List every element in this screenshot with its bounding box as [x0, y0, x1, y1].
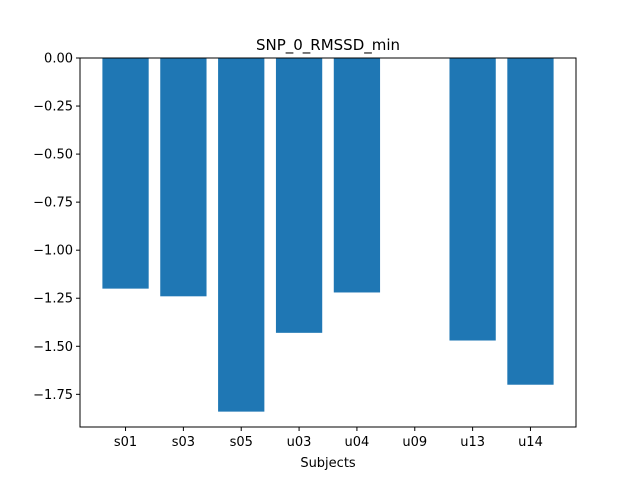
x-tick-label: u13 — [460, 435, 485, 450]
y-tick-label: −0.75 — [33, 196, 73, 211]
y-tick-label: −0.50 — [33, 148, 73, 163]
chart-title: SNP_0_RMSSD_min — [256, 36, 400, 55]
y-tick-label: 0.00 — [44, 52, 73, 67]
plot-frame — [79, 57, 577, 428]
bar-u13 — [449, 58, 496, 341]
y-tick-label: −1.00 — [33, 244, 73, 259]
x-tick-label: u03 — [287, 435, 312, 450]
x-tick-label: u04 — [345, 435, 370, 450]
y-tick-label: −1.75 — [33, 388, 73, 403]
bar-s01 — [102, 58, 149, 289]
y-axis: 0.00 −0.25 −0.50 −0.75 −1.00 −1.25 −1.50 −1.75 — [33, 52, 80, 403]
x-tick-label: u09 — [402, 435, 427, 450]
x-tick-label: s03 — [172, 435, 195, 450]
x-tick-label: s01 — [114, 435, 137, 450]
x-axis: s01 s03 s05 u03 u04 u09 u13 u14 — [114, 427, 543, 450]
x-axis-label: Subjects — [300, 456, 356, 471]
y-tick-label: −0.25 — [33, 100, 73, 115]
x-tick-label: s05 — [230, 435, 253, 450]
x-tick-label: u14 — [518, 435, 543, 450]
y-tick-label: −1.50 — [33, 340, 73, 355]
bar-u04 — [333, 58, 381, 293]
bar-u14 — [507, 58, 554, 385]
y-tick-label: −1.25 — [33, 292, 73, 307]
bar-u03 — [275, 58, 323, 333]
bar-s05 — [218, 58, 265, 412]
bars-group — [102, 58, 554, 412]
bar-s03 — [160, 58, 207, 297]
